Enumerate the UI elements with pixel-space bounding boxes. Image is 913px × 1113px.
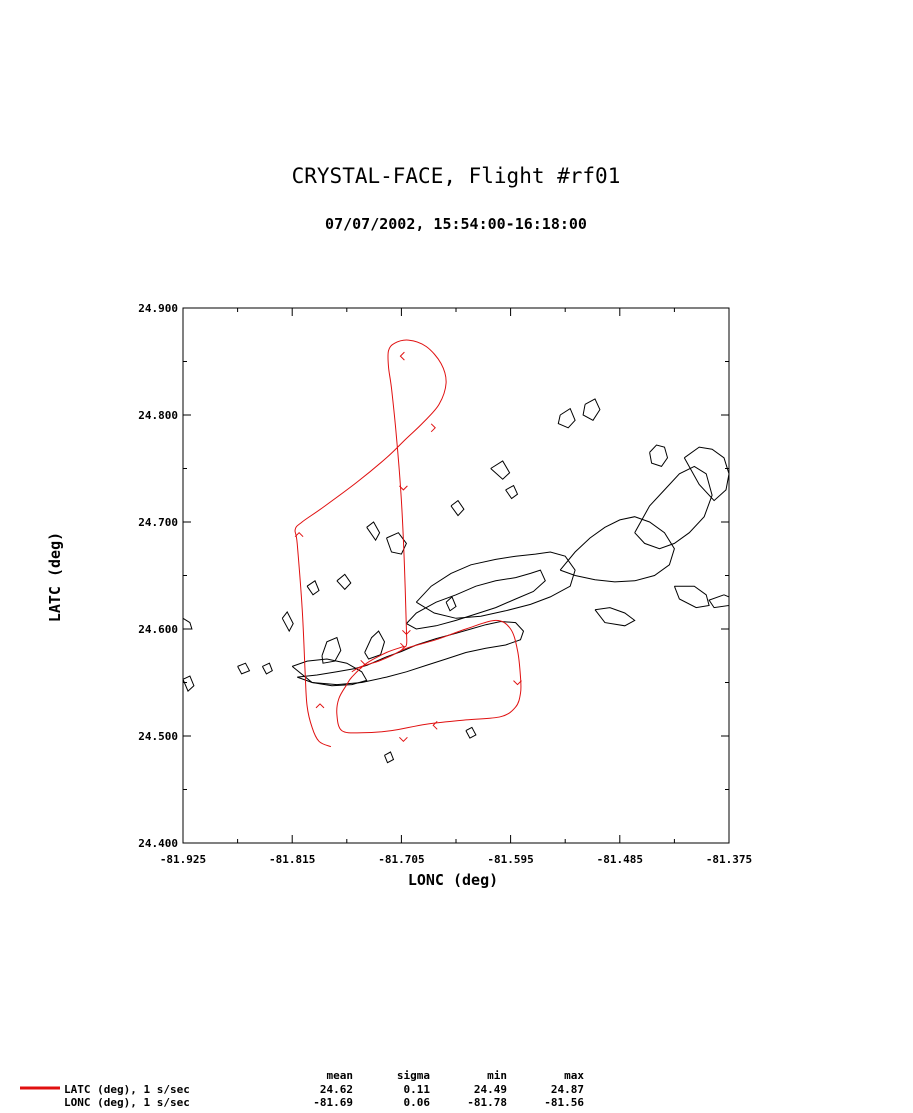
direction-marker-7 <box>399 736 408 743</box>
direction-marker-2 <box>399 485 408 491</box>
stats-row-lonc-mean: -81.69 <box>313 1096 353 1109</box>
stats-row-latc-label: LATC (deg), 1 s/sec <box>64 1083 190 1096</box>
coastline-island-13 <box>582 398 601 421</box>
stats-row-lonc-max: -81.56 <box>544 1096 584 1109</box>
coastline-island-23 <box>237 662 251 675</box>
stats-row-latc-min: 24.49 <box>474 1083 507 1096</box>
coastline-island-20 <box>336 573 352 591</box>
coastline-island-1 <box>291 658 368 687</box>
y-tick-label-4: 24.800 <box>138 409 178 422</box>
y-axis-ticks: 24.400 24.500 24.600 24.700 24.800 24.900 <box>138 302 729 850</box>
coastline-island-11 <box>708 594 730 609</box>
x-tick-label-3: -81.595 <box>487 853 533 866</box>
stats-row-latc-max: 24.87 <box>551 1083 584 1096</box>
statistics-table: mean sigma min max LATC (deg), 1 s/sec 2… <box>20 1069 584 1109</box>
coastline-island-6 <box>559 516 675 583</box>
coastline-island-26 <box>261 662 273 675</box>
direction-marker-4 <box>402 629 411 636</box>
coastline-island-2 <box>321 636 342 664</box>
x-tick-label-1: -81.815 <box>269 853 315 866</box>
flight-track-line-0 <box>294 339 522 748</box>
direction-marker-5 <box>513 680 522 686</box>
coastline-island-4 <box>406 569 546 630</box>
coastline-island-24 <box>182 675 195 692</box>
flight-track <box>294 339 522 748</box>
x-tick-label-2: -81.705 <box>378 853 424 866</box>
chart-title: CRYSTAL-FACE, Flight #rf01 <box>292 164 621 188</box>
plot-frame <box>182 307 730 844</box>
x-axis-ticks: -81.925 -81.815 -81.705 -81.595 -81.485 -81.3… <box>160 308 752 866</box>
direction-marker-10 <box>360 659 366 669</box>
stats-header-min: min <box>487 1069 507 1082</box>
stats-row-lonc-min: -81.78 <box>467 1096 507 1109</box>
coastline-island-19 <box>450 499 465 517</box>
stats-row-latc-sigma: 0.11 <box>404 1083 431 1096</box>
coastline-island-14 <box>557 407 576 429</box>
coastline-island-29 <box>384 751 395 764</box>
y-tick-label-2: 24.600 <box>138 623 178 636</box>
y-tick-label-0: 24.400 <box>138 837 178 850</box>
direction-marker-0 <box>399 351 405 361</box>
coastline-island-17 <box>490 460 511 480</box>
coastline-island-27 <box>445 596 457 612</box>
stats-header-sigma: sigma <box>397 1069 430 1082</box>
stats-row-lonc-sigma: 0.06 <box>404 1096 431 1109</box>
coastline-island-12 <box>594 607 636 627</box>
x-tick-label-5: -81.375 <box>706 853 752 866</box>
direction-marker-9 <box>400 642 406 652</box>
coastline-island-22 <box>281 610 294 633</box>
coastline-island-9 <box>649 444 669 467</box>
x-tick-label-4: -81.485 <box>597 853 643 866</box>
y-tick-label-5: 24.900 <box>138 302 178 315</box>
coastline-island-28 <box>465 726 477 739</box>
direction-markers <box>294 351 522 743</box>
direction-marker-1 <box>430 423 436 433</box>
x-axis-label: LONC (deg) <box>408 871 498 889</box>
coastline-island-16 <box>366 521 381 542</box>
stats-row-lonc-label: LONC (deg), 1 s/sec <box>64 1096 190 1109</box>
direction-marker-8 <box>315 703 325 709</box>
coastline-island-7 <box>634 465 713 550</box>
y-tick-label-3: 24.700 <box>138 516 178 529</box>
direction-marker-6 <box>432 720 438 730</box>
coastline-island-5 <box>415 551 576 619</box>
coastline-island-25 <box>182 617 193 630</box>
stats-row-latc-mean: 24.62 <box>320 1083 353 1096</box>
coastline-island-10 <box>673 585 710 609</box>
y-axis-label: LATC (deg) <box>46 532 64 622</box>
direction-marker-3 <box>294 531 304 538</box>
coastline-island-18 <box>505 484 519 500</box>
coastline-outlines <box>182 398 730 764</box>
coastline-island-21 <box>306 580 320 596</box>
stats-header-max: max <box>564 1069 584 1082</box>
x-tick-label-0: -81.925 <box>160 853 206 866</box>
chart-subtitle: 07/07/2002, 15:54:00-16:18:00 <box>325 215 587 233</box>
stats-header-mean: mean <box>327 1069 354 1082</box>
coastline-island-3 <box>364 630 386 660</box>
y-tick-label-1: 24.500 <box>138 730 178 743</box>
